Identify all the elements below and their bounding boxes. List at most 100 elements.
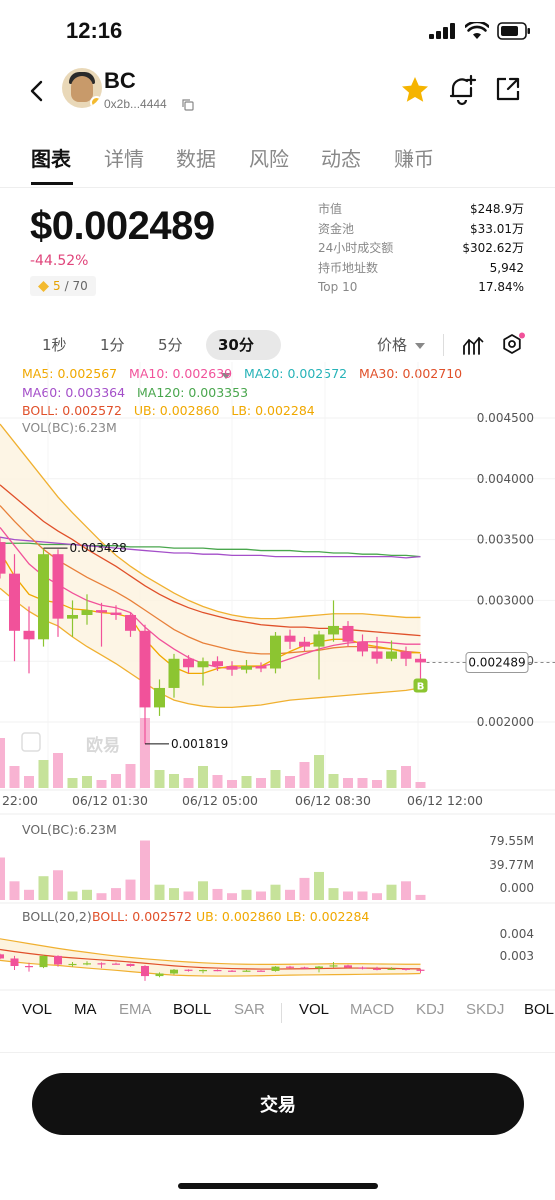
trade-button[interactable]: 交易: [32, 1073, 524, 1135]
tab-activity[interactable]: 动态: [321, 147, 361, 171]
candle-body: [9, 573, 20, 631]
price-mode-dropdown[interactable]: 价格: [377, 330, 425, 360]
volume-sub-bar: [386, 884, 397, 900]
volume-bar: [212, 775, 223, 788]
stat-label: Top 10: [318, 280, 358, 295]
tab-chart[interactable]: 图表: [31, 147, 71, 171]
timeframe-30m-label: 30分: [218, 336, 254, 354]
volume-sub-bar: [328, 888, 339, 900]
volume-sub-bar: [24, 889, 34, 900]
price-alert-bell-icon[interactable]: [447, 74, 477, 106]
candle-body: [371, 651, 383, 659]
candlestick-chart[interactable]: 0.0045000.0040000.0035000.0030000.002500…: [0, 362, 555, 994]
ma5-label: MA5: 0.002567: [22, 366, 118, 381]
stat-row: 资金池 $33.01万: [318, 220, 524, 240]
candle-body: [386, 651, 397, 659]
candle-body: [139, 630, 151, 708]
ub-label: UB: 0.002860: [133, 403, 220, 418]
rank-value: 5: [53, 279, 61, 293]
volume-axis-label: 79.55M: [489, 834, 534, 848]
star-favorite-icon[interactable]: [400, 75, 430, 105]
copy-icon[interactable]: [182, 99, 194, 111]
volume-sub-bar: [227, 893, 237, 900]
candle-body: [400, 651, 412, 659]
chart-area[interactable]: MA5: 0.002567 MA10: 0.002639 MA20: 0.002…: [0, 362, 555, 994]
boll-panel-boll: BOLL: 0.002572: [92, 909, 192, 924]
volume-bar: [67, 778, 78, 788]
indicator-sub-boll[interactable]: BOL: [524, 1001, 555, 1018]
volume-bar: [125, 764, 136, 788]
volume-sub-bar: [53, 870, 63, 900]
volume-bar: [314, 755, 324, 788]
time-axis-label: 06/12 01:30: [72, 793, 148, 808]
volume-bar: [386, 770, 397, 788]
tab-risk[interactable]: 风险: [249, 147, 289, 171]
timeframe-1s[interactable]: 1秒: [42, 336, 67, 354]
stat-label: 资金池: [318, 221, 355, 236]
volume-bar: [256, 778, 266, 788]
volume-sub-bar: [401, 881, 411, 900]
indicator-skdj[interactable]: SKDJ: [466, 1001, 505, 1018]
section-tabs: 图表 详情 数据 风险 动态 赚币: [0, 140, 555, 188]
coin-name: BC: [104, 68, 136, 93]
timeframe-1m[interactable]: 1分: [100, 336, 125, 354]
volume-sub-bar: [415, 894, 426, 900]
timeframe-30m[interactable]: 30分: [206, 330, 281, 379]
candle-body: [212, 661, 223, 667]
candle-body: [0, 542, 6, 574]
candle-body: [342, 625, 354, 642]
timeframe-bar: 1秒 1分 5分 30分 价格: [0, 326, 555, 379]
candle-body: [313, 634, 325, 647]
ma-legend-row-1: MA5: 0.002567 MA10: 0.002639 MA20: 0.002…: [22, 366, 462, 381]
volume-bar: [82, 776, 92, 788]
tab-earn[interactable]: 赚币: [394, 147, 434, 171]
tab-data[interactable]: 数据: [176, 147, 216, 171]
time-axis-label: 06/12 08:30: [295, 793, 371, 808]
avatar[interactable]: [62, 68, 102, 108]
share-export-icon[interactable]: [494, 75, 522, 103]
volume-bar: [415, 782, 426, 788]
boll-sub-candle: [141, 966, 149, 977]
candle-body: [154, 687, 165, 708]
volume-bar: [0, 738, 5, 788]
stat-row: 24小时成交额 $302.62万: [318, 239, 524, 259]
tab-details[interactable]: 详情: [104, 147, 144, 171]
indicator-sub-vol[interactable]: VOL: [299, 1001, 330, 1018]
high-price-label: 0.003428: [70, 541, 127, 555]
volume-bar: [270, 770, 281, 788]
stat-value: 17.84%: [478, 280, 524, 295]
indicator-ema[interactable]: EMA: [119, 1001, 152, 1018]
status-time: 12:16: [66, 18, 123, 43]
price-axis-label: 0.004500: [477, 411, 534, 425]
indicator-kdj[interactable]: KDJ: [416, 1001, 445, 1018]
indicator-macd[interactable]: MACD: [350, 1001, 395, 1018]
volume-bar: [24, 776, 34, 788]
volume-sub-bar: [183, 891, 194, 900]
ma30-label: MA30: 0.002710: [359, 366, 463, 381]
volume-sub-bar: [82, 889, 92, 900]
time-axis-label: 06/12 12:00: [407, 793, 483, 808]
volume-sub-bar: [0, 857, 5, 900]
time-axis-label: 22:00: [2, 793, 38, 808]
indicator-divider: [281, 1003, 282, 1023]
timeframe-5m[interactable]: 5分: [158, 336, 183, 354]
boll-sub-candle: [68, 963, 77, 966]
volume-bar: [372, 780, 382, 788]
current-price-tag: [465, 652, 529, 674]
volume-bar: [169, 774, 179, 788]
rank-badge[interactable]: 5 / 70: [30, 276, 96, 296]
boll-sub-candle: [271, 966, 280, 971]
volume-bar: [357, 778, 368, 788]
candle-body: [81, 610, 93, 615]
back-arrow-icon[interactable]: [22, 76, 52, 106]
indicator-vol[interactable]: VOL: [22, 1001, 53, 1018]
volume-bar: [299, 762, 310, 788]
indicator-boll[interactable]: BOLL: [173, 1001, 212, 1018]
indicator-sar[interactable]: SAR: [234, 1001, 265, 1018]
chart-settings-gear-icon[interactable]: [500, 332, 526, 358]
indicator-chart-icon[interactable]: [462, 334, 484, 356]
candle-body: [226, 666, 238, 670]
indicator-ma[interactable]: MA: [74, 1001, 97, 1018]
price-change: -44.52%: [30, 253, 89, 269]
volume-bar: [154, 770, 165, 788]
